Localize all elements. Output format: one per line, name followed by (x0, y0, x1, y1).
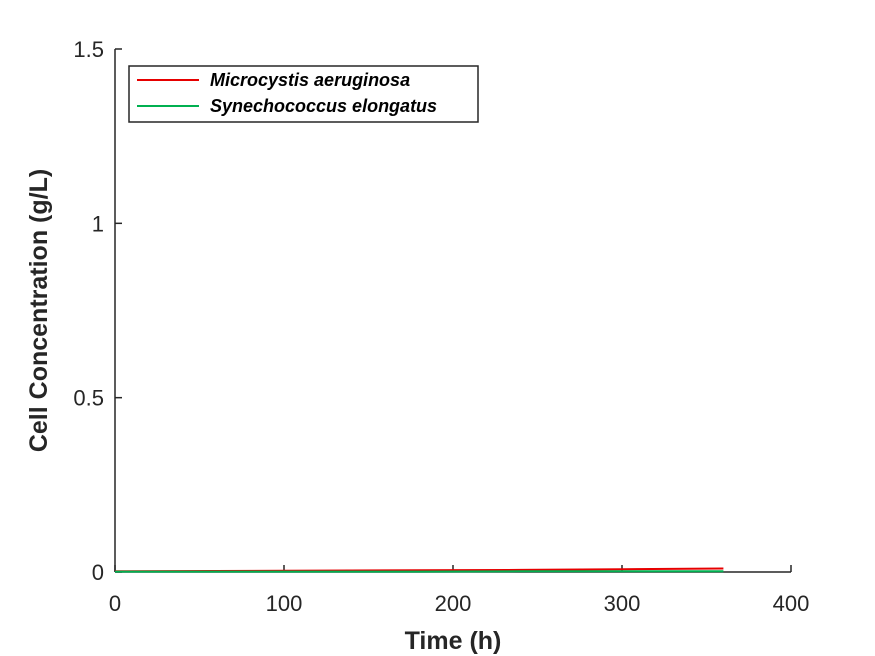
y-tick-label: 0 (92, 560, 104, 585)
x-ticks: 0 100 200 300 400 (109, 565, 809, 616)
y-tick-label: 0.5 (73, 386, 104, 411)
x-axis-title: Time (h) (405, 627, 502, 655)
y-ticks: 0 0.5 1 1.5 (73, 37, 122, 585)
x-tick-label: 0 (109, 591, 121, 616)
y-tick-label: 1.5 (73, 37, 104, 62)
legend-label-microcystis: Microcystis aeruginosa (210, 70, 410, 90)
legend: Microcystis aeruginosa Synechococcus elo… (128, 65, 479, 123)
legend-label-synechococcus: Synechococcus elongatus (210, 96, 437, 116)
x-tick-label: 200 (435, 591, 472, 616)
y-tick-label: 1 (92, 211, 104, 236)
x-tick-label: 300 (604, 591, 641, 616)
axes (114, 49, 791, 573)
x-tick-label: 100 (266, 591, 303, 616)
y-axis-title: Cell Concentration (g/L) (25, 169, 53, 452)
legend-box (128, 65, 479, 123)
x-tick-label: 400 (773, 591, 810, 616)
series-lines (114, 567, 724, 573)
